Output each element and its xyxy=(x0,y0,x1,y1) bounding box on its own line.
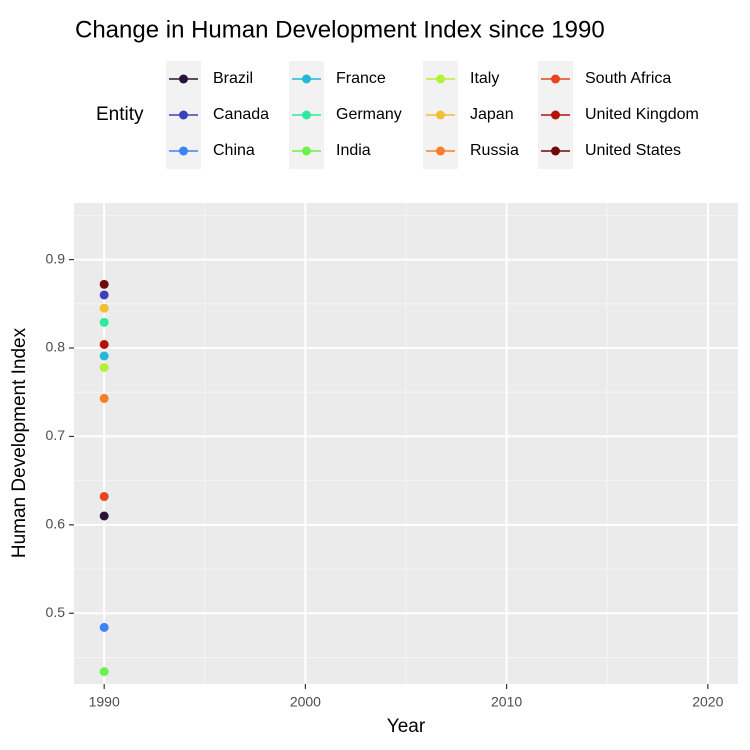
y-tick-label: 0.7 xyxy=(46,427,66,443)
data-point xyxy=(99,303,109,313)
legend-label: United States xyxy=(585,142,681,159)
legend-label: Brazil xyxy=(213,70,253,87)
legend-key-point xyxy=(179,74,188,84)
legend-key-point xyxy=(302,110,311,120)
legend-item: Germany xyxy=(289,97,402,133)
y-tick-label: 0.8 xyxy=(46,339,66,355)
data-point xyxy=(99,393,109,403)
y-tick-label: 0.9 xyxy=(46,250,66,266)
legend-key-point xyxy=(551,146,560,156)
legend-key-point xyxy=(551,110,560,120)
data-point xyxy=(99,339,109,349)
data-point xyxy=(99,492,109,502)
x-tick-label: 1990 xyxy=(89,694,120,710)
legend-item: Italy xyxy=(423,61,499,97)
legend-key-point xyxy=(302,146,311,156)
y-tick-label: 0.5 xyxy=(46,604,66,620)
legend-label: Germany xyxy=(336,106,402,123)
x-tick-label: 2020 xyxy=(692,694,723,710)
legend-label: France xyxy=(336,70,386,87)
legend-label: Russia xyxy=(470,142,519,159)
minor-gridlines xyxy=(74,203,738,684)
legend-label: Japan xyxy=(470,106,514,123)
legend-label: Canada xyxy=(213,106,269,123)
data-point xyxy=(99,317,109,327)
x-tick-label: 2000 xyxy=(290,694,321,710)
legend-key-point xyxy=(551,74,560,84)
data-point xyxy=(99,290,109,300)
legend-item: France xyxy=(289,61,386,97)
chart-title: Change in Human Development Index since … xyxy=(75,16,605,43)
data-point xyxy=(99,511,109,521)
legend-item: China xyxy=(166,133,255,169)
legend-key-point xyxy=(436,74,445,84)
legend-item: Japan xyxy=(423,97,514,133)
legend-label: Italy xyxy=(470,70,499,87)
legend-title: Entity xyxy=(96,104,144,125)
axis-ticks: 1990 2000 2010 2020 0.5 0.6 0.7 0.8 0.9 xyxy=(46,250,724,709)
data-point xyxy=(99,667,109,677)
legend-label: United Kingdom xyxy=(585,106,699,123)
y-axis-title: Human Development Index xyxy=(9,327,30,558)
legend-key-point xyxy=(302,74,311,84)
data-point xyxy=(99,362,109,372)
legend-item: India xyxy=(289,133,371,169)
legend-item: Russia xyxy=(423,133,519,169)
legend-label: China xyxy=(213,142,255,159)
legend-key-point xyxy=(179,110,188,120)
data-point xyxy=(99,622,109,632)
legend-label: India xyxy=(336,142,371,159)
data-point xyxy=(99,279,109,289)
data-points xyxy=(99,279,109,677)
legend: Entity Brazil Canada China France Germany Ind… xyxy=(96,61,699,169)
y-tick-label: 0.6 xyxy=(46,516,66,532)
x-tick-label: 2010 xyxy=(491,694,522,710)
data-point xyxy=(99,351,109,361)
legend-item: Brazil xyxy=(166,61,253,97)
legend-item: South Africa xyxy=(538,61,671,97)
legend-key-point xyxy=(436,146,445,156)
legend-item: United States xyxy=(538,133,681,169)
legend-key-point xyxy=(436,110,445,120)
legend-item: Canada xyxy=(166,97,269,133)
legend-item: United Kingdom xyxy=(538,97,699,133)
x-axis-title: Year xyxy=(387,716,426,737)
legend-label: South Africa xyxy=(585,70,671,87)
legend-key-point xyxy=(179,146,188,156)
